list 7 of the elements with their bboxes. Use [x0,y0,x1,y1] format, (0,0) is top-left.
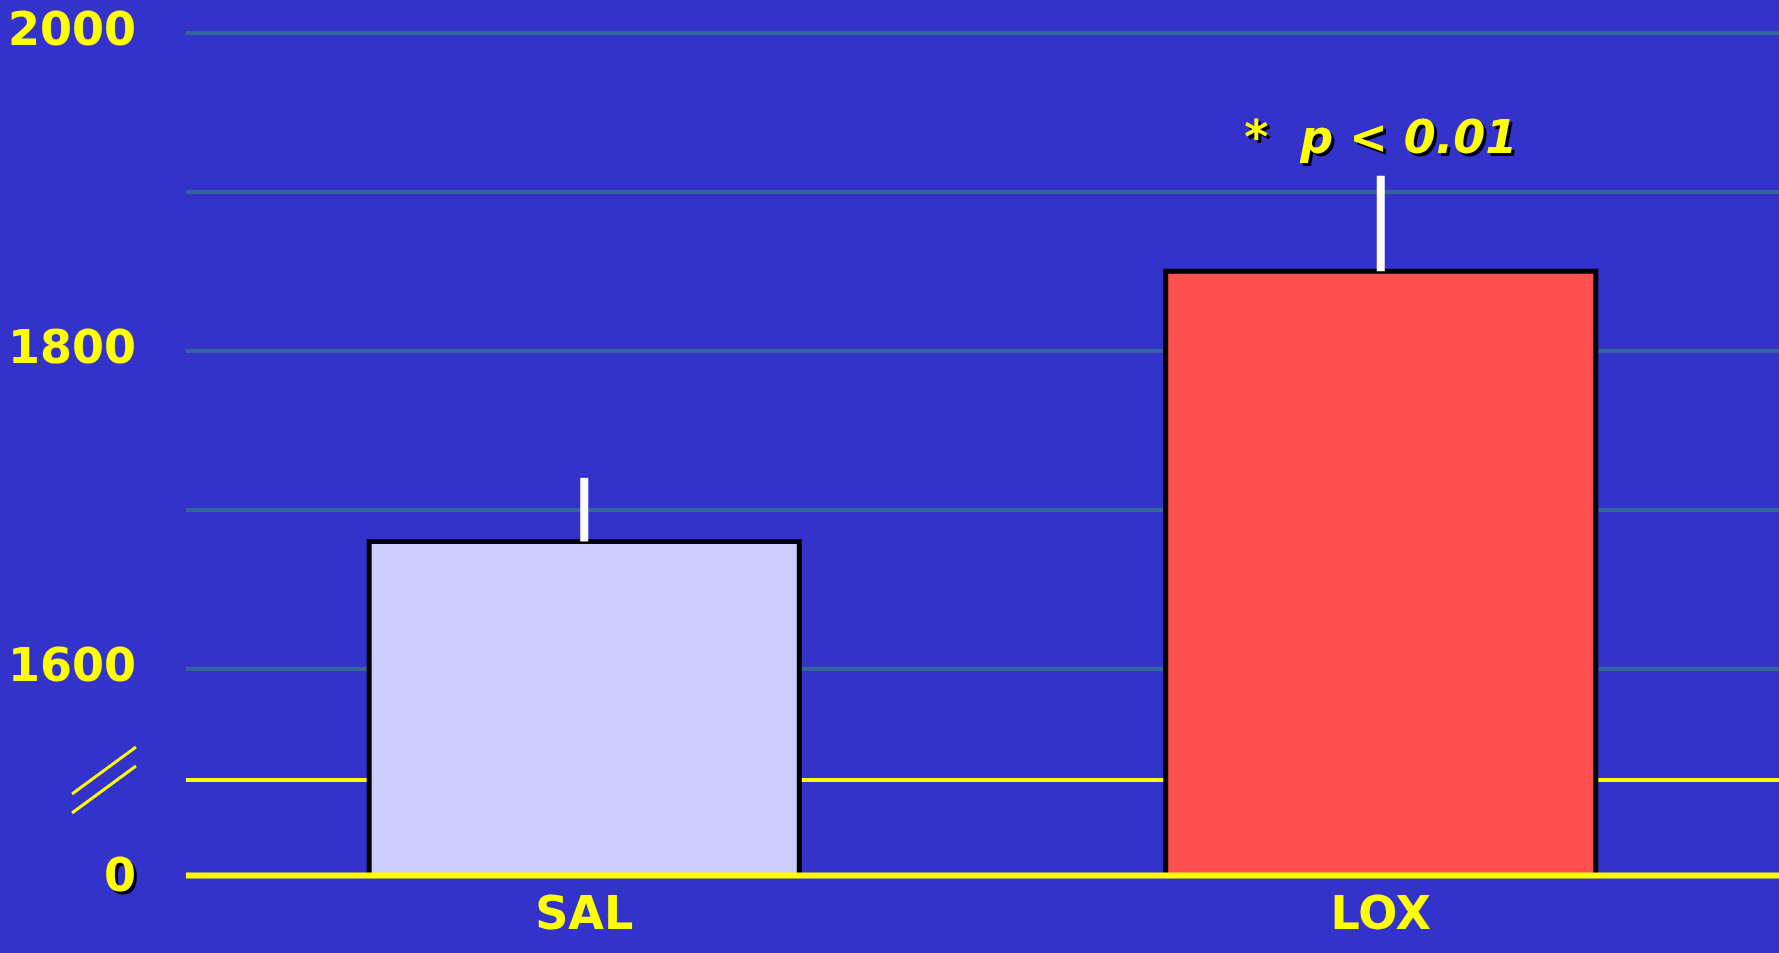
y-tick-label: 1600 [7,637,136,692]
x-tick-label: SAL [535,885,634,940]
annotation: * p < 0.01 [1247,112,1521,167]
x-tick-label: LOX [1330,885,1432,940]
y-tick-label: 1800 [7,319,136,374]
y-tick-label: 2000 [7,1,136,56]
text: 0 [106,851,139,906]
